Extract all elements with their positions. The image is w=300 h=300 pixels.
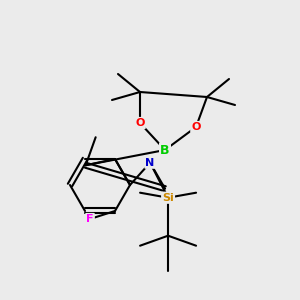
Text: B: B (160, 143, 170, 157)
Text: N: N (146, 158, 155, 168)
Text: O: O (135, 118, 145, 128)
Text: O: O (191, 122, 201, 132)
Text: Si: Si (162, 193, 174, 203)
Text: F: F (86, 214, 94, 224)
